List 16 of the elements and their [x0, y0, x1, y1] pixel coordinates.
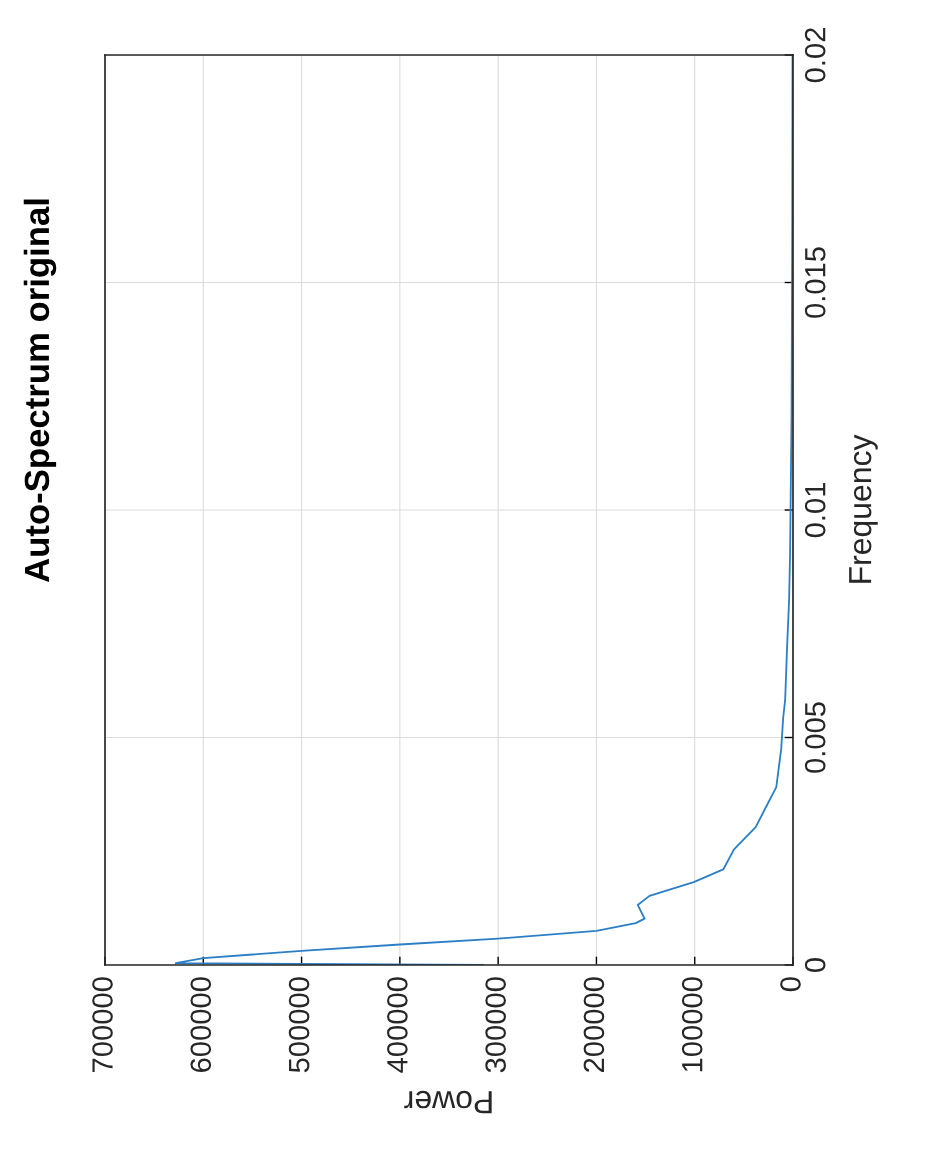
x-tick-label: 700000 [92, 977, 113, 1072]
x-tick-label: 100000 [681, 977, 703, 1072]
text: Auto-Spectrum original [23, 199, 57, 583]
y-tick-label: 0.01 [804, 483, 826, 538]
x-tick-label: 300000 [485, 977, 506, 1073]
x-tick-label: 0 [780, 977, 801, 992]
x-tick-label: 400000 [387, 977, 408, 1073]
y-tick-label: 0.015 [804, 247, 826, 318]
y-tick-label: 0 [804, 958, 826, 972]
x-tick-label: 600000 [190, 977, 212, 1072]
x-tick-label: 200000 [583, 977, 605, 1072]
y-tick-label: 0.02 [804, 28, 826, 83]
y-axis-title: Frequency [849, 434, 878, 583]
x-tick-label: 500000 [288, 977, 310, 1073]
x-axis-title: Power [404, 1090, 492, 1114]
y-tick-label: 0.005 [804, 702, 826, 773]
